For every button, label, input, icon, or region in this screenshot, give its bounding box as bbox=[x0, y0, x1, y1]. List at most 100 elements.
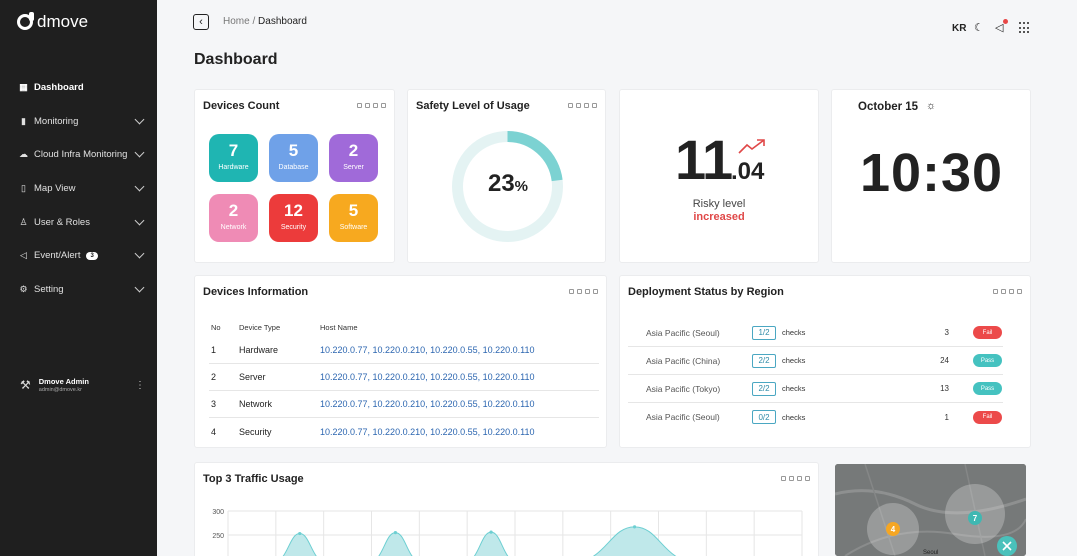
cell-host-name[interactable]: 10.220.0.77, 10.220.0.210, 10.220.0.55, … bbox=[320, 372, 535, 382]
download-icon[interactable] bbox=[1017, 289, 1022, 294]
sidebar-item-label: Dashboard bbox=[34, 82, 84, 94]
region-name: Asia Pacific (Tokyo) bbox=[646, 383, 721, 394]
back-button[interactable]: ‹ bbox=[193, 14, 209, 30]
page-title: Dashboard bbox=[194, 51, 278, 68]
download-icon[interactable] bbox=[805, 476, 810, 481]
column-header-device-type: Device Type bbox=[239, 323, 281, 332]
cell-device-type: Server bbox=[239, 372, 266, 382]
column-header-host-name: Host Name bbox=[320, 323, 358, 332]
deployment-list: Asia Pacific (Seoul) 1/2 checks 3 Fail Asia P… bbox=[628, 319, 1003, 431]
download-icon[interactable] bbox=[593, 289, 598, 294]
refresh-icon[interactable] bbox=[1009, 289, 1014, 294]
cell-host-name[interactable]: 10.220.0.77, 10.220.0.210, 10.220.0.55, … bbox=[320, 345, 535, 355]
traffic-chart: 300 250 bbox=[212, 509, 803, 556]
more-vertical-icon[interactable]: ⋮ bbox=[135, 379, 145, 391]
region-count: 1 bbox=[944, 412, 949, 422]
checks-label: checks bbox=[782, 356, 806, 365]
device-tile-security[interactable]: 12 Security bbox=[269, 194, 318, 242]
download-icon[interactable] bbox=[592, 103, 597, 108]
time-display: 10:30 bbox=[859, 143, 1004, 203]
cell-host-name[interactable]: 10.220.0.77, 10.220.0.210, 10.220.0.55, … bbox=[320, 426, 535, 437]
moon-icon[interactable]: ☾ bbox=[974, 22, 984, 34]
chevron-down-icon[interactable] bbox=[134, 248, 145, 259]
sidebar-item-cloud-infra-monitoring[interactable]: ☁ Cloud Infra Monitoring bbox=[0, 138, 157, 172]
device-tile-server[interactable]: 2 Server bbox=[329, 134, 378, 182]
devices-table: No Device Type Host Name 1 Hardware 10.220… bbox=[209, 323, 599, 445]
refresh-icon[interactable] bbox=[797, 476, 802, 481]
sidebar-item-label: Cloud Infra Monitoring bbox=[34, 149, 128, 161]
device-tile-network[interactable]: 2 Network bbox=[209, 194, 258, 242]
sidebar-item-event-alert[interactable]: ◁ Event/Alert 3 bbox=[0, 239, 157, 273]
language-toggle[interactable]: KR bbox=[952, 23, 967, 34]
sun-icon: ☼ bbox=[926, 100, 937, 112]
sidebar-item-monitoring[interactable]: ▮ Monitoring bbox=[0, 105, 157, 139]
region-count: 13 bbox=[940, 384, 949, 393]
map-cluster-marker[interactable] bbox=[968, 511, 982, 525]
chevron-down-icon[interactable] bbox=[134, 148, 145, 158]
checks-label: checks bbox=[782, 384, 806, 393]
apps-grid-icon[interactable] bbox=[1019, 22, 1031, 34]
copy-icon[interactable] bbox=[568, 103, 573, 108]
tile-count: 2 bbox=[348, 141, 359, 160]
expand-icon[interactable] bbox=[789, 476, 794, 481]
expand-icon[interactable] bbox=[577, 289, 582, 294]
traffic-area-peak bbox=[592, 526, 677, 556]
download-icon[interactable] bbox=[381, 103, 386, 108]
sidebar-item-user-roles[interactable]: ♙ User & Roles bbox=[0, 205, 157, 239]
sidebar-item-setting[interactable]: ⚙ Setting bbox=[0, 273, 157, 307]
status-badge: Pass bbox=[973, 382, 1002, 395]
refresh-icon[interactable] bbox=[584, 103, 589, 108]
list-item: Asia Pacific (Seoul) 1/2 checks 3 Fail bbox=[628, 319, 1003, 347]
cell-host-name[interactable]: 10.220.0.77, 10.220.0.210, 10.220.0.55, … bbox=[320, 399, 535, 409]
status-badge: Pass bbox=[973, 354, 1002, 367]
expand-icon[interactable] bbox=[1001, 289, 1006, 294]
map-city-label: Seoul bbox=[923, 550, 938, 556]
alert-count-badge: 3 bbox=[86, 251, 98, 260]
copy-icon[interactable] bbox=[781, 476, 786, 481]
sidebar-item-label: Setting bbox=[34, 283, 64, 295]
tile-count: 12 bbox=[284, 201, 303, 220]
device-tile-database[interactable]: 5 Database bbox=[269, 134, 318, 182]
table-row[interactable]: 2 Server 10.220.0.77, 10.220.0.210, 10.220… bbox=[209, 364, 599, 391]
date-label: October 15 bbox=[858, 101, 919, 113]
refresh-icon[interactable] bbox=[373, 103, 378, 108]
logo[interactable]: dmove bbox=[17, 12, 88, 32]
chevron-down-icon[interactable] bbox=[134, 114, 145, 125]
user-profile[interactable]: ⚒ Dmove Admin admin@dmove.kr ⋮ bbox=[20, 377, 145, 393]
card-title: Top 3 Traffic Usage bbox=[203, 473, 304, 485]
table-row[interactable]: 1 Hardware 10.220.0.77, 10.220.0.210, 10.2… bbox=[209, 337, 599, 364]
sidebar-item-dashboard[interactable]: ▦ Dashboard bbox=[0, 71, 157, 105]
card-title: Safety Level of Usage bbox=[416, 100, 530, 112]
map-widget[interactable]: 4 7 Seoul bbox=[835, 464, 1026, 556]
refresh-icon[interactable] bbox=[585, 289, 590, 294]
chevron-down-icon[interactable] bbox=[134, 282, 145, 293]
map-cluster-marker[interactable] bbox=[886, 522, 900, 536]
trend-up-icon bbox=[738, 139, 765, 154]
expand-icon[interactable] bbox=[576, 103, 581, 108]
traffic-point[interactable] bbox=[632, 525, 637, 529]
breadcrumb-home[interactable]: Home bbox=[223, 16, 250, 27]
table-row[interactable]: 4 Security 10.220.0.77, 10.220.0.210, 10.2… bbox=[209, 418, 599, 445]
chevron-down-icon[interactable] bbox=[134, 181, 145, 192]
copy-icon[interactable] bbox=[569, 289, 574, 294]
gear-icon: ⚙ bbox=[19, 283, 28, 294]
megaphone-icon[interactable]: ◁ bbox=[995, 22, 1004, 34]
copy-icon[interactable] bbox=[993, 289, 998, 294]
checks-label: checks bbox=[782, 328, 806, 337]
region-name: Asia Pacific (Seoul) bbox=[646, 327, 720, 338]
copy-icon[interactable] bbox=[357, 103, 362, 108]
chevron-down-icon[interactable] bbox=[134, 215, 145, 226]
sidebar-item-map-view[interactable]: ▯ Map View bbox=[0, 172, 157, 206]
region-count: 3 bbox=[944, 328, 949, 337]
check-fraction-badge: 2/2 bbox=[752, 353, 776, 368]
card-title: Devices Information bbox=[203, 286, 309, 298]
device-tile-hardware[interactable]: 7 Hardware bbox=[209, 134, 258, 182]
risk-value-decimal: .04 bbox=[731, 158, 765, 185]
traffic-point[interactable] bbox=[298, 531, 302, 536]
table-row[interactable]: 3 Network 10.220.0.77, 10.220.0.210, 10.22… bbox=[209, 391, 599, 418]
traffic-point[interactable] bbox=[489, 530, 493, 534]
expand-icon[interactable] bbox=[365, 103, 370, 108]
device-tile-software[interactable]: 5 Software bbox=[329, 194, 378, 242]
tile-label: Network bbox=[220, 224, 247, 231]
traffic-point[interactable] bbox=[393, 531, 398, 535]
